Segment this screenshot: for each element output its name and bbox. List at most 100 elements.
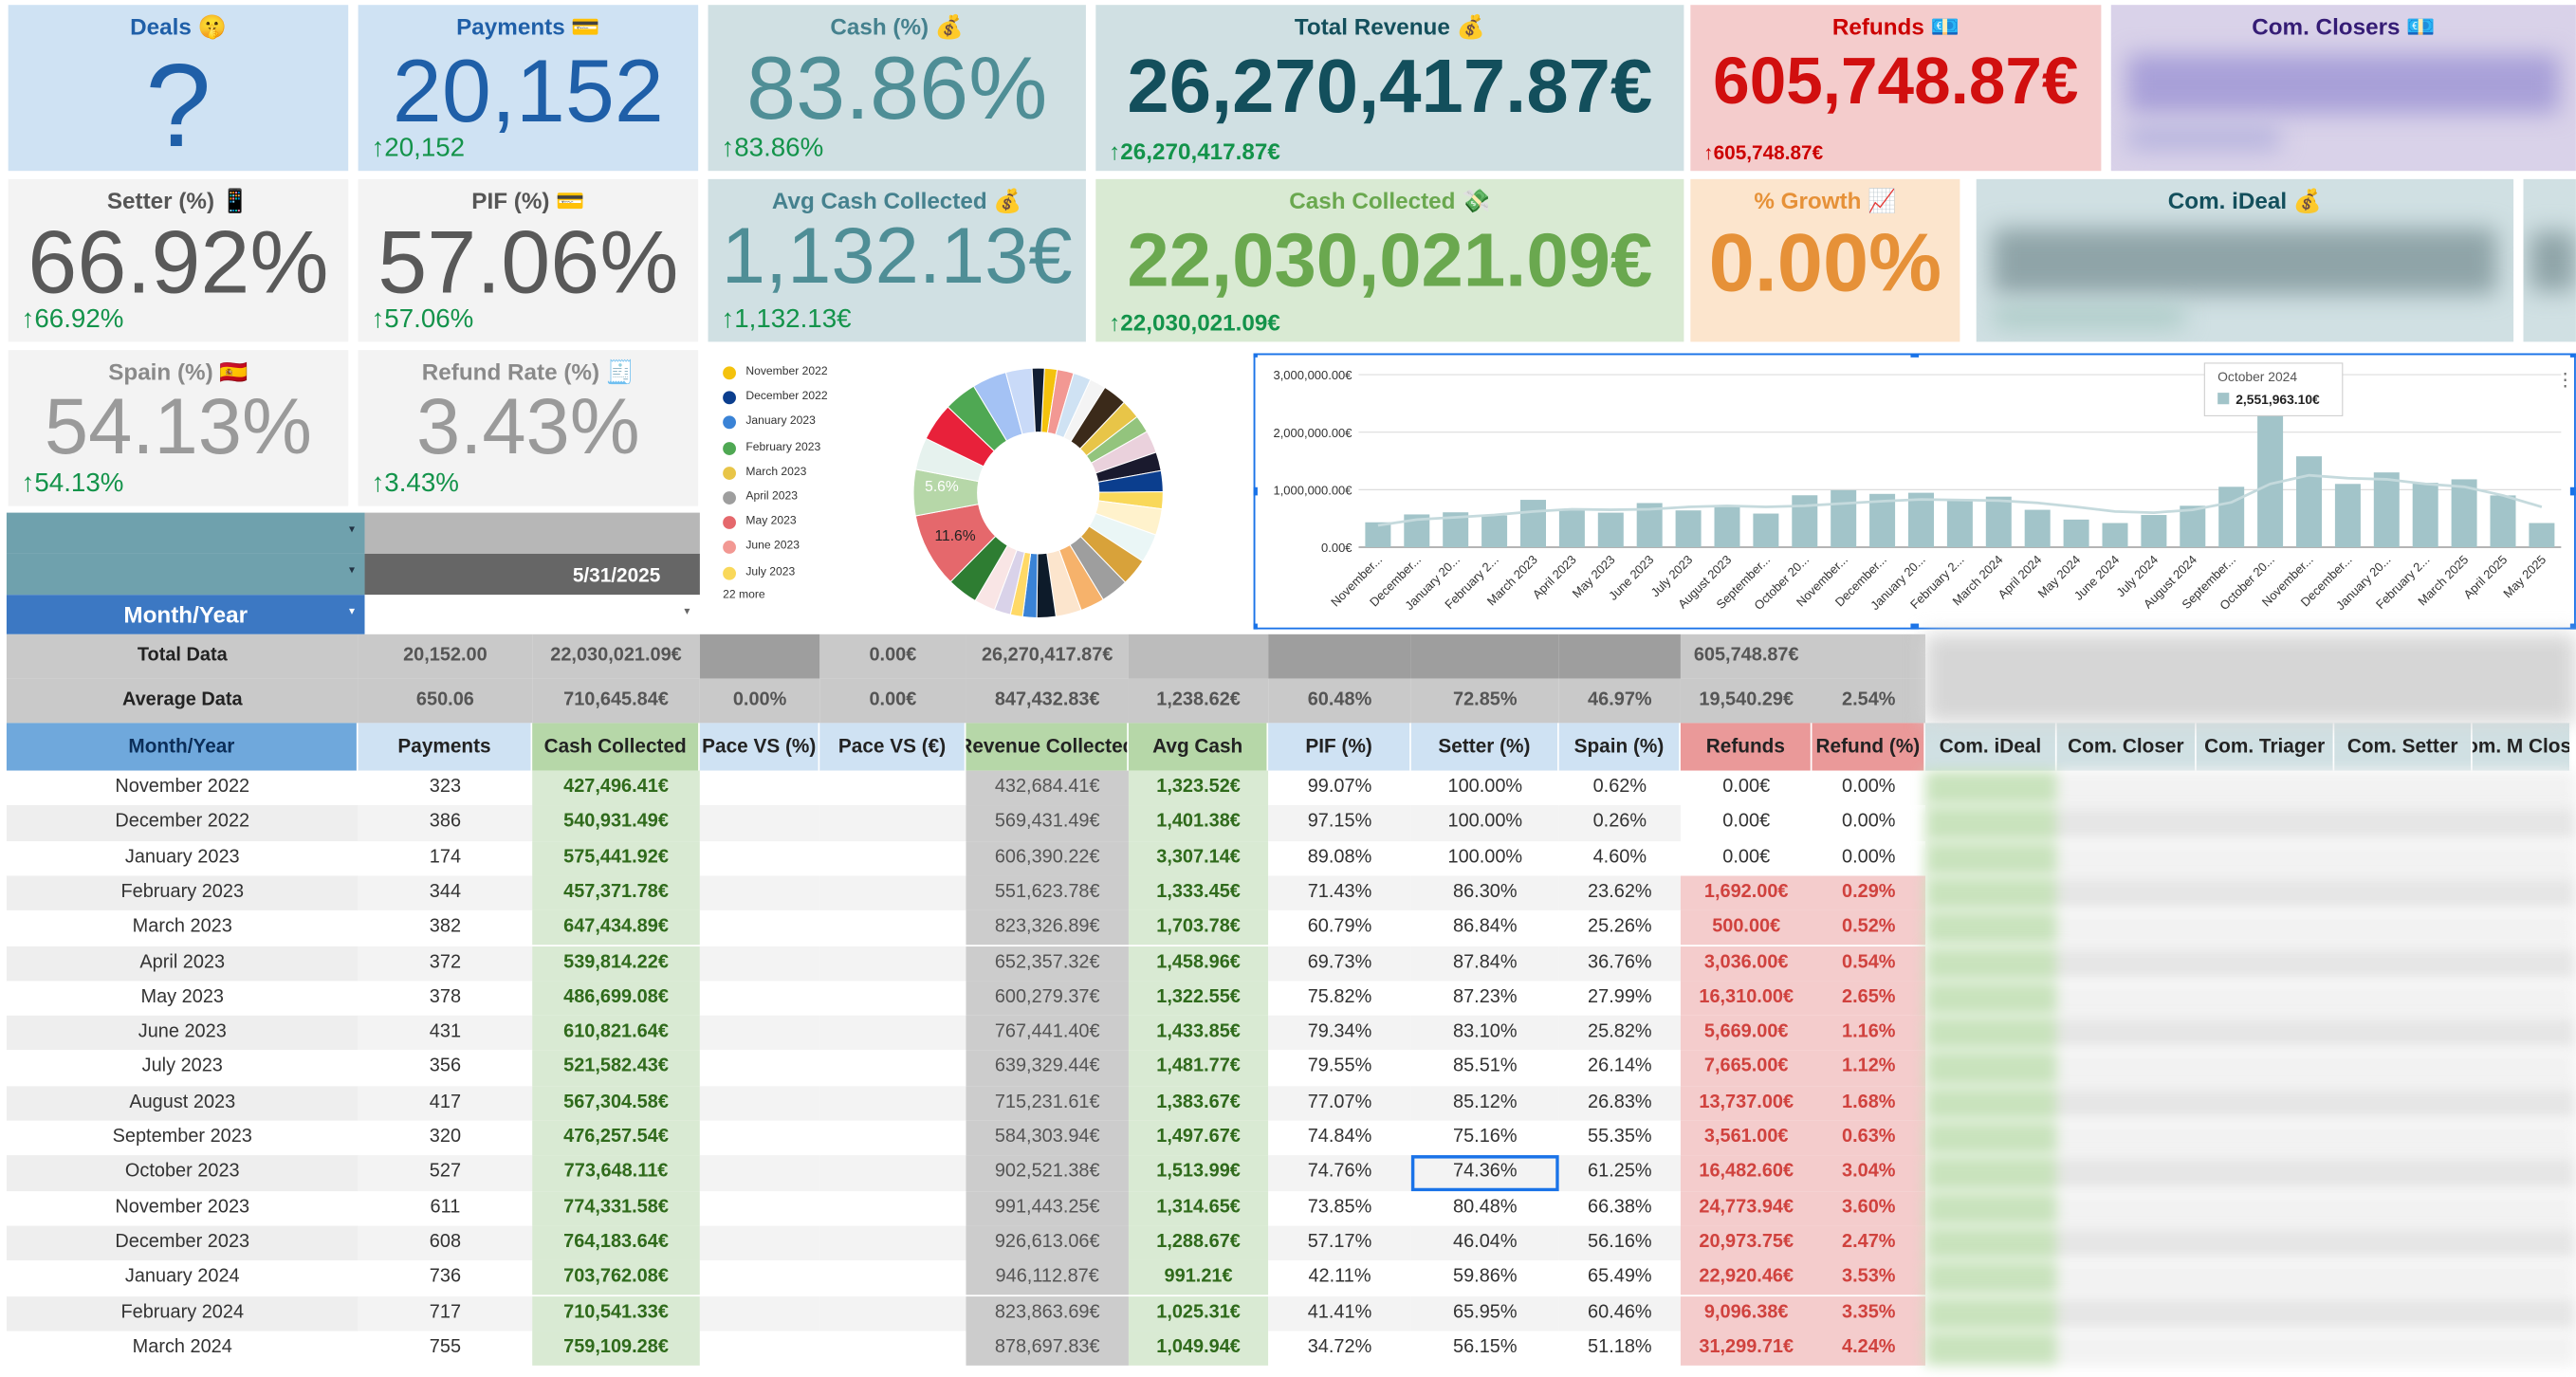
table-cell[interactable]: [699, 840, 820, 876]
summary-cell[interactable]: 72.85%: [1410, 678, 1559, 724]
table-cell[interactable]: 74.84%: [1268, 1120, 1411, 1156]
resize-handle[interactable]: [1910, 623, 1920, 630]
table-cell[interactable]: 1,458.96€: [1128, 946, 1269, 982]
bar[interactable]: [1907, 492, 1934, 547]
table-cell[interactable]: 417: [358, 1085, 533, 1121]
table-cell[interactable]: 73.85%: [1268, 1190, 1411, 1226]
table-cell[interactable]: November 2022: [6, 770, 359, 806]
pie-legend-more[interactable]: 22 more: [723, 590, 765, 602]
bar[interactable]: [1365, 522, 1391, 547]
table-cell[interactable]: 567,304.58€: [532, 1085, 700, 1121]
pie-legend-item[interactable]: February 2023: [723, 440, 828, 465]
table-cell[interactable]: [699, 1295, 820, 1331]
table-cell[interactable]: [699, 875, 820, 911]
table-cell[interactable]: 3,561.00€: [1680, 1120, 1812, 1156]
column-header[interactable]: Revenue Collected: [966, 723, 1129, 771]
table-cell[interactable]: 611: [358, 1190, 533, 1226]
table-cell[interactable]: 767,441.40€: [966, 1015, 1129, 1051]
table-cell[interactable]: 9,096.38€: [1680, 1295, 1812, 1331]
table-cell[interactable]: 539,814.22€: [532, 946, 700, 982]
table-cell[interactable]: [699, 770, 820, 806]
date-display[interactable]: 5/31/2025: [364, 553, 700, 596]
table-cell[interactable]: 85.12%: [1410, 1085, 1559, 1121]
table-cell[interactable]: 0.29%: [1812, 875, 1926, 911]
table-cell[interactable]: April 2023: [6, 946, 359, 982]
table-row[interactable]: June 2023 431 610,821.64€ 767,441.40€ 1,433.…: [6, 1015, 2576, 1051]
pie-slice[interactable]: [1031, 367, 1045, 433]
table-row[interactable]: December 2023 608 764,183.64€ 926,613.06€ 1,…: [6, 1225, 2576, 1261]
table-cell[interactable]: 1,383.67€: [1128, 1085, 1269, 1121]
resize-handle[interactable]: [1253, 623, 1258, 630]
table-cell[interactable]: [819, 1155, 966, 1191]
table-cell[interactable]: 457,371.78€: [532, 875, 700, 911]
bar[interactable]: [1831, 489, 1857, 547]
table-cell[interactable]: [819, 1120, 966, 1156]
filter-dropdown-1[interactable]: ▾: [6, 512, 365, 554]
pie-legend-item[interactable]: May 2023: [723, 515, 828, 540]
table-cell[interactable]: 652,357.32€: [966, 946, 1129, 982]
bar[interactable]: [2102, 523, 2128, 547]
column-header[interactable]: Com. Setter: [2334, 723, 2473, 771]
table-cell[interactable]: May 2023: [6, 981, 359, 1016]
table-cell[interactable]: [699, 1015, 820, 1051]
table-cell[interactable]: 703,762.08€: [532, 1260, 700, 1296]
summary-cell[interactable]: [1410, 633, 1559, 679]
summary-cell[interactable]: 0.00%: [699, 678, 820, 724]
table-cell[interactable]: 75.16%: [1410, 1120, 1559, 1156]
table-cell[interactable]: 0.00%: [1812, 805, 1926, 841]
table-cell[interactable]: [699, 1225, 820, 1261]
table-cell[interactable]: [819, 946, 966, 982]
table-cell[interactable]: 57.17%: [1268, 1225, 1411, 1261]
table-cell[interactable]: February 2024: [6, 1295, 359, 1331]
table-cell[interactable]: 608: [358, 1225, 533, 1261]
table-cell[interactable]: December 2022: [6, 805, 359, 841]
table-cell[interactable]: 85.51%: [1410, 1050, 1559, 1086]
table-cell[interactable]: [819, 1015, 966, 1051]
table-cell[interactable]: 100.00%: [1410, 770, 1559, 806]
table-cell[interactable]: 13,737.00€: [1680, 1085, 1812, 1121]
table-cell[interactable]: 774,331.58€: [532, 1190, 700, 1226]
bar[interactable]: [2218, 487, 2245, 547]
table-row[interactable]: May 2023 378 486,699.08€ 600,279.37€ 1,322.5…: [6, 981, 2576, 1016]
table-row[interactable]: January 2024 736 703,762.08€ 946,112.87€ 991…: [6, 1260, 2576, 1296]
table-cell[interactable]: 323: [358, 770, 533, 806]
table-row[interactable]: January 2023 174 575,441.92€ 606,390.22€ 3,3…: [6, 840, 2576, 876]
table-cell[interactable]: [819, 1331, 966, 1367]
summary-cell[interactable]: [1128, 633, 1269, 679]
table-cell[interactable]: 878,697.83€: [966, 1331, 1129, 1367]
table-cell[interactable]: 56.15%: [1410, 1331, 1559, 1367]
resize-handle[interactable]: [2569, 623, 2576, 630]
pie-legend-item[interactable]: November 2022: [723, 365, 828, 390]
table-cell[interactable]: 83.10%: [1410, 1015, 1559, 1051]
table-cell[interactable]: 66.38%: [1558, 1190, 1681, 1226]
table-cell[interactable]: 378: [358, 981, 533, 1016]
table-cell[interactable]: 717: [358, 1295, 533, 1331]
table-cell[interactable]: 606,390.22€: [966, 840, 1129, 876]
table-cell[interactable]: 0.00€: [1680, 770, 1812, 806]
table-cell[interactable]: 25.26%: [1558, 910, 1681, 946]
table-cell[interactable]: June 2023: [6, 1015, 359, 1051]
table-cell[interactable]: 773,648.11€: [532, 1155, 700, 1191]
summary-cell[interactable]: [1812, 633, 1926, 679]
summary-cell[interactable]: 2.54%: [1812, 678, 1926, 724]
table-cell[interactable]: 0.63%: [1812, 1120, 1926, 1156]
table-cell[interactable]: January 2023: [6, 840, 359, 876]
bar[interactable]: [2295, 456, 2322, 547]
table-cell[interactable]: 26.83%: [1558, 1085, 1681, 1121]
table-cell[interactable]: 382: [358, 910, 533, 946]
table-cell[interactable]: 356: [358, 1050, 533, 1086]
table-cell[interactable]: 427,496.41€: [532, 770, 700, 806]
table-cell[interactable]: 600,279.37€: [966, 981, 1129, 1016]
resize-handle[interactable]: [2569, 353, 2576, 358]
table-cell[interactable]: 736: [358, 1260, 533, 1296]
table-cell[interactable]: 569,431.49€: [966, 805, 1129, 841]
table-cell[interactable]: [699, 1260, 820, 1296]
table-cell[interactable]: 1.12%: [1812, 1050, 1926, 1086]
resize-handle[interactable]: [2569, 487, 2576, 496]
table-cell[interactable]: 65.95%: [1410, 1295, 1559, 1331]
table-cell[interactable]: 16,310.00€: [1680, 981, 1812, 1016]
summary-cell[interactable]: 0.00€: [819, 633, 966, 679]
resize-handle[interactable]: [1253, 487, 1258, 496]
column-header[interactable]: Com. iDeal: [1925, 723, 2057, 771]
table-cell[interactable]: January 2024: [6, 1260, 359, 1296]
